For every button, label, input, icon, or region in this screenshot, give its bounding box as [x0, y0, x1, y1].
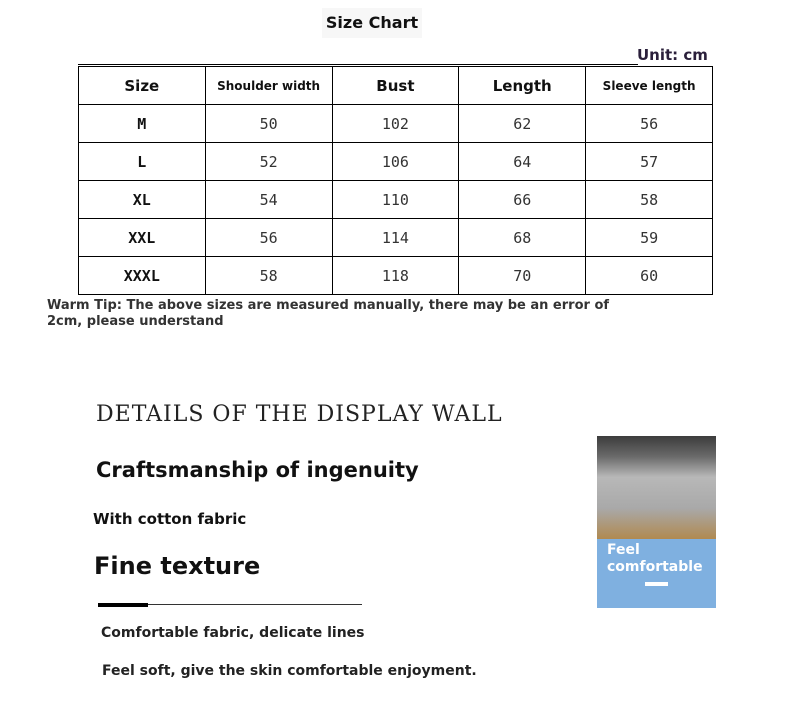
table-cell: M — [78, 104, 206, 143]
table-cell: 106 — [331, 142, 460, 181]
table-cell: 58 — [585, 180, 713, 219]
table-cell: 57 — [585, 142, 713, 181]
table-cell: 114 — [331, 218, 460, 257]
caption-line: Feel — [607, 542, 640, 558]
header-bust: Bust — [331, 66, 460, 105]
table-cell: 118 — [331, 256, 460, 295]
header-shoulder: Shoulder width — [204, 66, 333, 105]
table-cell: 102 — [331, 104, 460, 143]
unit-label: Unit: cm — [637, 46, 708, 64]
table-cell: 52 — [204, 142, 333, 181]
fabric-text: With cotton fabric — [93, 510, 247, 528]
table-row: XXXL 58 118 70 60 — [78, 256, 713, 295]
caption-line: comfortable — [607, 559, 703, 575]
table-cell: 59 — [585, 218, 713, 257]
table-cell: 58 — [204, 256, 333, 295]
table-cell: XL — [78, 180, 206, 219]
table-header-row: Size Shoulder width Bust Length Sleeve l… — [78, 66, 713, 105]
header-length: Length — [458, 66, 587, 105]
table-row: XXL 56 114 68 59 — [78, 218, 713, 257]
page-title: Size Chart — [322, 8, 422, 38]
table-cell: 60 — [585, 256, 713, 295]
table-cell: 66 — [458, 180, 587, 219]
description-line: Comfortable fabric, delicate lines — [101, 625, 365, 641]
table-cell: 68 — [458, 218, 587, 257]
table-row: L 52 106 64 57 — [78, 142, 713, 181]
table-cell: 56 — [204, 218, 333, 257]
table-cell: 54 — [204, 180, 333, 219]
table-cell: 56 — [585, 104, 713, 143]
photo-caption: Feel comfortable — [607, 542, 703, 576]
texture-heading: Fine texture — [94, 552, 261, 580]
photo-image — [597, 436, 716, 539]
divider-thick — [98, 603, 148, 607]
table-row: XL 54 110 66 58 — [78, 180, 713, 219]
table-cell: XXXL — [78, 256, 206, 295]
table-cell: 70 — [458, 256, 587, 295]
warm-tip: Warm Tip: The above sizes are measured m… — [47, 298, 610, 329]
caption-dash — [645, 582, 668, 586]
table-cell: L — [78, 142, 206, 181]
details-heading: DETAILS OF THE DISPLAY WALL — [96, 402, 503, 427]
craft-heading: Craftsmanship of ingenuity — [96, 458, 419, 482]
header-size: Size — [78, 66, 206, 105]
description-line: Feel soft, give the skin comfortable enj… — [102, 663, 477, 679]
thread-spools-photo: Feel comfortable — [597, 436, 716, 608]
table-cell: 64 — [458, 142, 587, 181]
table-row: M 50 102 62 56 — [78, 104, 713, 143]
table-cell: 110 — [331, 180, 460, 219]
header-sleeve: Sleeve length — [585, 66, 713, 105]
divider-thin — [148, 604, 362, 605]
table-cell: XXL — [78, 218, 206, 257]
table-cell: 62 — [458, 104, 587, 143]
table-cell: 50 — [204, 104, 333, 143]
size-table: Size Shoulder width Bust Length Sleeve l… — [78, 66, 713, 295]
divider — [78, 64, 638, 65]
